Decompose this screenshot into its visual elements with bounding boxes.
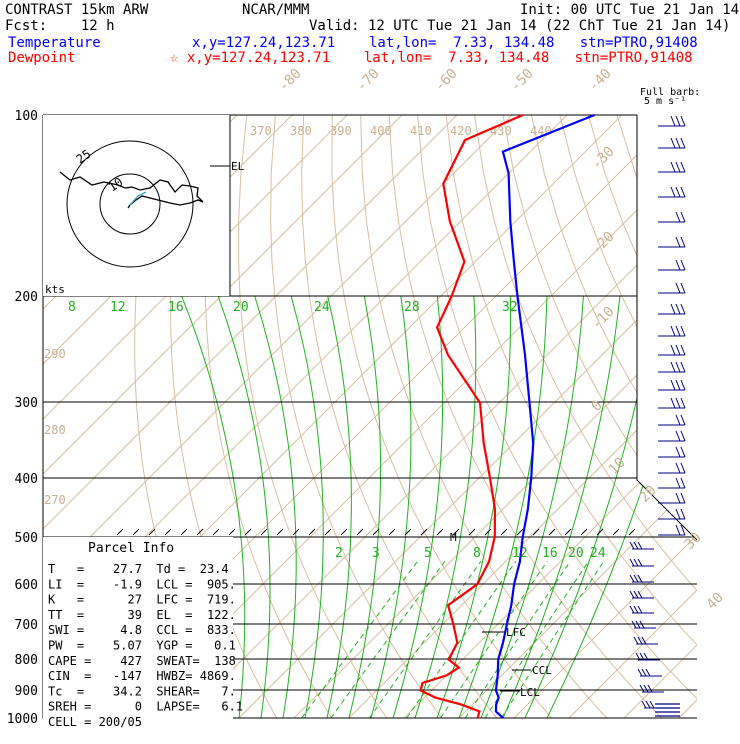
mixing-ratio-low-label: 20: [568, 546, 584, 561]
temperature-location: x,y=127.24,123.71 lat,lon= 7.33, 134.48 …: [192, 35, 698, 51]
pressure-tick-label: 300: [15, 396, 38, 411]
hodograph: 10 25 kts: [43, 115, 230, 296]
dewpoint-legend: Dewpoint: [8, 50, 75, 66]
mixing-ratio-low-label: 3: [372, 546, 380, 561]
mixing-ratio-top-label: 28: [404, 300, 420, 315]
mixing-ratio-top-label: 20: [233, 300, 249, 315]
pressure-tick-label: 700: [15, 618, 38, 633]
parcel-info-row: CIN = -147 HWBZ= 4869.: [48, 669, 236, 683]
pressure-tick-label: 900: [15, 684, 38, 699]
pressure-tick-label: 600: [15, 578, 38, 593]
parcel-info-row: CAPE = 427 SWEAT= 138: [48, 654, 236, 668]
init-time: Init: 00 UTC Tue 21 Jan 14: [520, 2, 739, 18]
mixing-ratio-top-label: 16: [168, 300, 184, 315]
dewpoint-location: ☆ x,y=127.24,123.71 lat,lon= 7.33, 134.4…: [170, 50, 693, 66]
mixing-ratio-low-label: 5: [424, 546, 432, 561]
valid-time: Valid: 12 UTC Tue 21 Jan 14 (22 ChT Tue …: [309, 18, 730, 34]
theta-label: 380: [290, 124, 312, 138]
el-marker: EL: [231, 160, 245, 173]
mixing-ratio-top-label: 8: [68, 300, 76, 315]
barb-legend-unit: 5 m s⁻¹: [644, 96, 686, 107]
pressure-tick-label: 800: [15, 653, 38, 668]
parcel-info-row: T = 27.7 Td = 23.4: [48, 562, 229, 576]
pressure-tick-label: 100: [15, 109, 38, 124]
theta-label: 390: [330, 124, 352, 138]
mixing-ratio-top-label: 32: [502, 300, 518, 315]
parcel-info-row: PW = 5.07 YGP = 0.1: [48, 639, 236, 653]
pressure-tick-label: 500: [15, 531, 38, 546]
mixing-ratio-low-label: 16: [542, 546, 558, 561]
parcel-info-title: Parcel Info: [88, 541, 174, 556]
hodograph-units: kts: [45, 283, 65, 296]
pressure-tick-label: 1000: [7, 712, 38, 727]
theta-label: 290: [44, 347, 66, 361]
parcel-info-row: SWI = 4.8 CCL = 833.: [48, 623, 236, 637]
temperature-legend: Temperature: [8, 35, 101, 51]
parcel-info-row: K = 27 LFC = 719.: [48, 593, 236, 607]
lcl-marker: LCL: [520, 686, 540, 699]
parcel-info-panel: Parcel Info T = 27.7 Td = 23.4LI = -1.9 …: [43, 537, 243, 729]
model-title: CONTRAST 15km ARW: [5, 2, 149, 18]
ccl-marker: CCL: [532, 664, 552, 677]
theta-label: 400: [370, 124, 392, 138]
theta-label: 370: [250, 124, 272, 138]
mixing-ratio-top-label: 24: [314, 300, 330, 315]
mixing-ratio-low-label: 2: [335, 546, 343, 561]
pressure-tick-label: 200: [15, 290, 38, 305]
parcel-info-row: CELL = 200/05: [48, 715, 142, 729]
mixing-marker: M: [450, 531, 457, 544]
mixing-ratio-low-label: 24: [590, 546, 606, 561]
mixing-ratio-top-label: 12: [110, 300, 126, 315]
agency-label: NCAR/MMM: [242, 2, 309, 18]
forecast-hour: Fcst: 12 h: [5, 18, 115, 34]
lfc-marker: LFC: [506, 626, 526, 639]
theta-label: 280: [44, 423, 66, 437]
theta-label: 430: [490, 124, 512, 138]
parcel-info-row: TT = 39 EL = 122.: [48, 608, 236, 622]
theta-label: 410: [410, 124, 432, 138]
theta-label: 270: [44, 493, 66, 507]
parcel-info-row: Tc = 34.2 SHEAR= 7.: [48, 684, 236, 698]
theta-label: 420: [450, 124, 472, 138]
parcel-info-row: LI = -1.9 LCL = 905.: [48, 577, 236, 591]
parcel-info-row: SREH = 0 LAPSE= 6.1: [48, 700, 243, 714]
mixing-ratio-low-label: 8: [473, 546, 481, 561]
pressure-tick-label: 400: [15, 472, 38, 487]
